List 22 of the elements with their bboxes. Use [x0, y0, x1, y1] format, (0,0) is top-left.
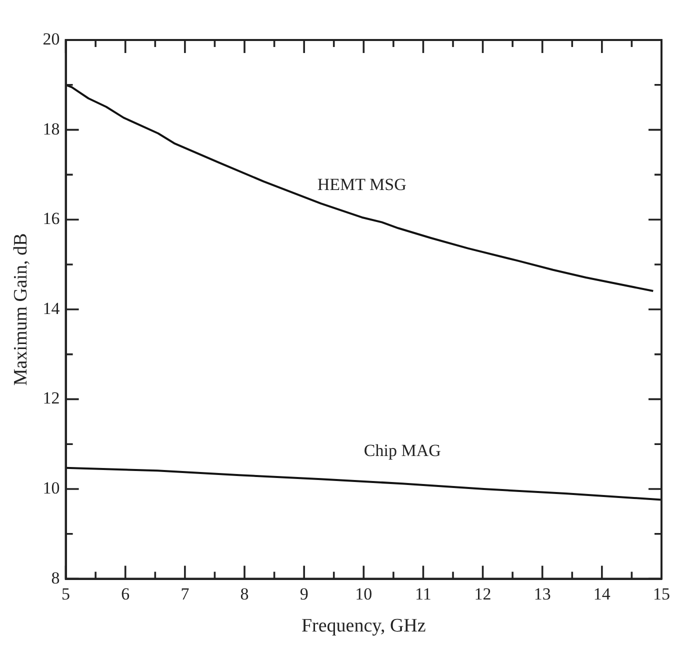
series-label: HEMT MSG	[317, 174, 406, 194]
x-tick-label: 15	[653, 584, 670, 604]
x-tick-label: 12	[474, 584, 492, 604]
y-tick-label: 18	[42, 119, 60, 138]
y-tick-label: 10	[42, 478, 60, 498]
y-axis-title: Maximum Gain, dB	[10, 233, 32, 386]
x-axis-title: Frequency, GHz	[301, 616, 426, 637]
x-tick-label: 11	[415, 584, 432, 604]
x-tick-label: 6	[121, 584, 130, 604]
y-tick-label: 8	[51, 568, 60, 588]
x-tick-label: 8	[240, 584, 249, 604]
x-tick-label: 7	[180, 584, 190, 604]
x-tick-label: 10	[355, 584, 372, 604]
y-tick-label: 12	[42, 388, 60, 408]
x-tick-label: 5	[62, 584, 70, 604]
y-tick-label: 20	[42, 29, 60, 48]
y-tick-label: 14	[42, 298, 60, 318]
x-tick-label: 13	[534, 584, 551, 604]
x-tick-label: 14	[593, 584, 611, 604]
series-label: Chip MAG	[364, 441, 441, 460]
x-tick-label: 9	[300, 584, 308, 604]
y-tick-label: 16	[42, 209, 60, 228]
